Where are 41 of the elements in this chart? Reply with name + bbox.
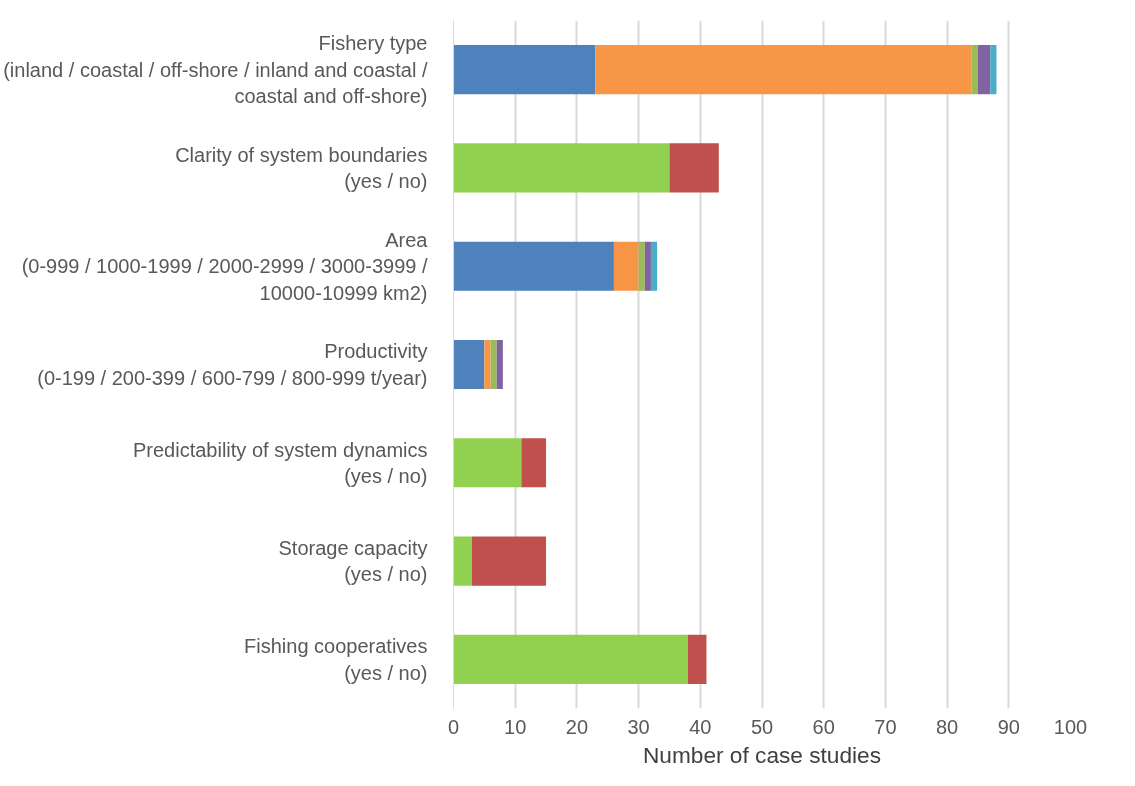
x-tick-label: 70 [874, 715, 897, 738]
y-tick-label: Clarity of system boundaries (yes / no) [175, 143, 428, 193]
bar [453, 536, 473, 586]
y-tick-label: Predictability of system dynamics (yes / no) [132, 438, 428, 487]
bar [472, 536, 547, 586]
x-tick-label: 10 [504, 715, 527, 738]
bar [669, 143, 719, 193]
bar [638, 241, 645, 291]
x-tick-label: 60 [812, 715, 835, 738]
bar [644, 241, 651, 291]
y-tick-label: Area (0-999 / 1000-1999 / 2000-2999 / 3000-3999 / 10000-10999 km2) [21, 228, 429, 304]
bar [496, 339, 503, 390]
bar [453, 438, 522, 488]
y-tick-label: Fishing cooperatives (yes / no) [244, 635, 428, 684]
bar [453, 634, 688, 684]
bar [521, 438, 547, 488]
bar [453, 45, 596, 95]
bar [650, 241, 658, 291]
x-tick-label: 20 [565, 715, 589, 738]
bar [484, 339, 491, 390]
bar [595, 45, 972, 95]
x-tick-label: 90 [997, 715, 1020, 738]
y-tick-label: Fishery type (inland / coastal / off-shore / inland and coastal / coastal and off-shore) [3, 32, 428, 108]
x-axis-title: Number of case studies [643, 741, 882, 768]
x-tick-label: 80 [935, 715, 959, 738]
bar [453, 143, 670, 193]
x-tick-label: 50 [750, 715, 774, 738]
bar [613, 241, 639, 291]
bar [687, 634, 707, 684]
bar [453, 241, 614, 291]
x-tick-label: 40 [689, 715, 712, 738]
bar [453, 339, 485, 390]
x-tick-label: 0 [447, 715, 460, 738]
bar [490, 339, 497, 390]
x-tick-label: 30 [627, 715, 650, 738]
bar [971, 45, 978, 95]
y-tick-label: Storage capacity (yes / no) [278, 536, 428, 586]
bar [977, 45, 991, 95]
x-tick-label: 100 [1053, 715, 1088, 738]
y-tick-label: Productivity (0-199 / 200-399 / 600-799 / 800-999 t/year) [37, 340, 428, 389]
bar [990, 45, 997, 95]
